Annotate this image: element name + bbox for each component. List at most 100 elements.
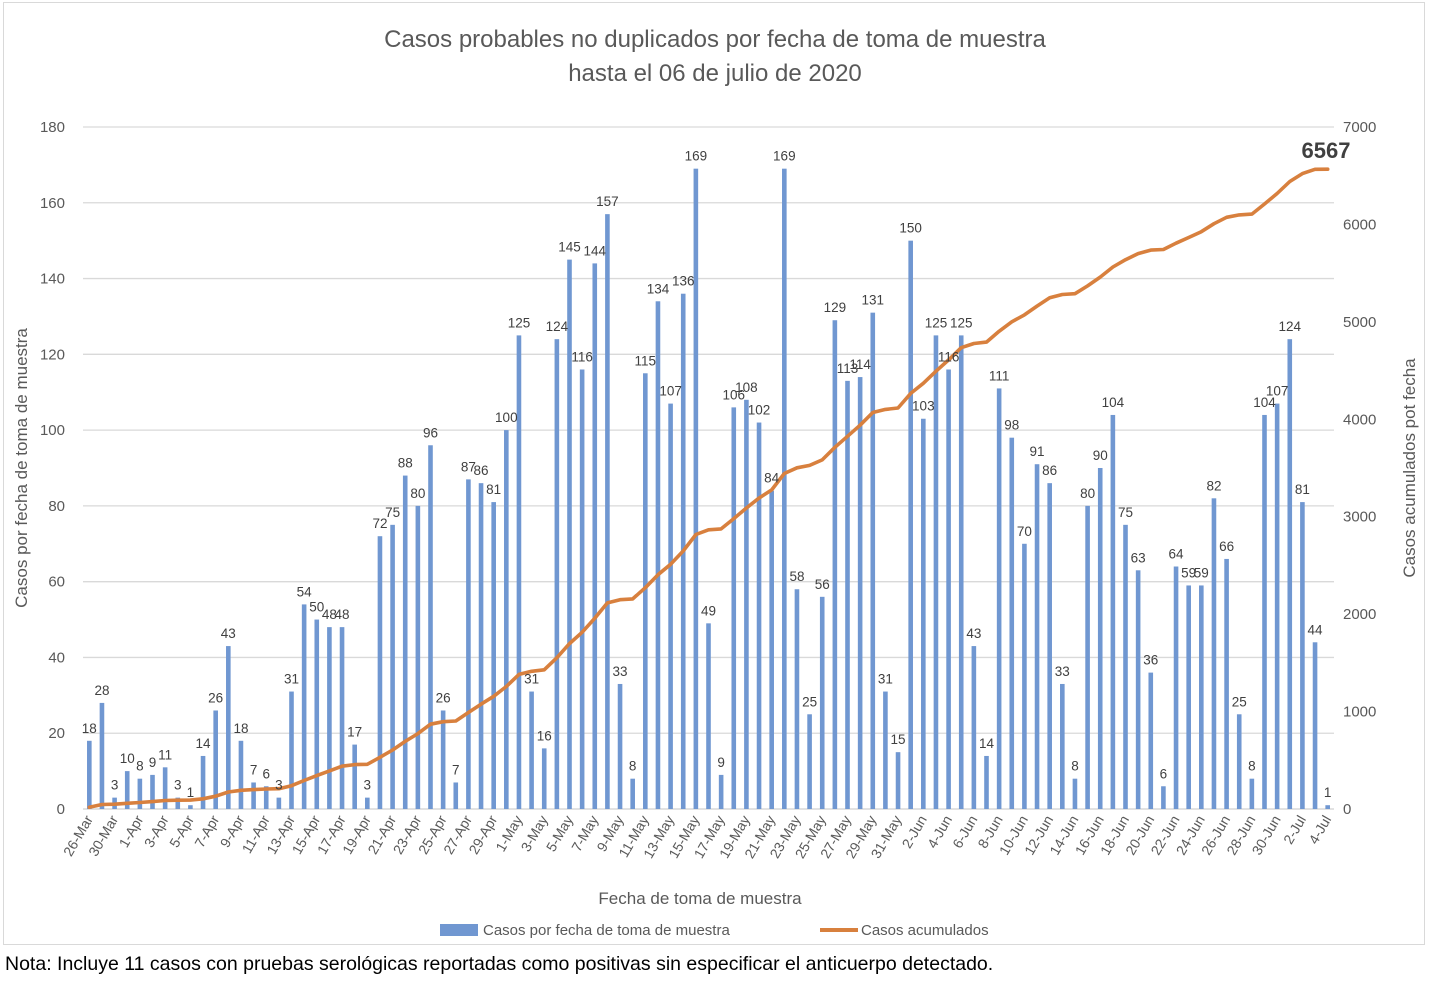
bar-data-label: 72 <box>372 516 387 531</box>
bar <box>352 744 357 809</box>
bar <box>276 797 282 809</box>
x-axis-title: Fecha de toma de muestra <box>598 889 802 908</box>
bar <box>984 755 989 809</box>
x-tick-label: 2-Jul <box>1280 813 1309 847</box>
bar <box>1161 786 1166 809</box>
chart-title-line-2: hasta el 06 de julio de 2020 <box>568 60 862 87</box>
bar <box>630 778 635 809</box>
bar <box>150 774 155 809</box>
bar <box>579 369 585 809</box>
y2-tick-label: 7000 <box>1343 119 1376 136</box>
bar <box>1173 566 1179 809</box>
legend-label-bars: Casos por fecha de toma de muestra <box>483 922 730 939</box>
y2-tick-label: 2000 <box>1343 606 1376 623</box>
bar-data-label: 169 <box>685 149 708 164</box>
y-tick-label: 40 <box>48 649 65 666</box>
bar-data-label: 125 <box>925 315 948 330</box>
bar <box>175 797 181 809</box>
bar <box>162 767 168 809</box>
bar <box>592 263 598 809</box>
bar-data-label: 87 <box>461 459 476 474</box>
bar <box>440 710 446 809</box>
bar <box>124 771 130 809</box>
bar-data-label: 3 <box>275 778 283 793</box>
footnote: Nota: Incluye 11 casos con pruebas serol… <box>5 953 994 975</box>
bar <box>1199 585 1204 809</box>
bar <box>693 168 699 809</box>
bar <box>643 373 648 809</box>
bar-data-label: 9 <box>149 755 157 770</box>
bar-data-label: 70 <box>1017 524 1032 539</box>
y-tick-label: 160 <box>40 195 65 212</box>
bar <box>1060 683 1065 809</box>
legend-label-line: Casos acumulados <box>861 922 989 939</box>
bar-data-label: 86 <box>1042 463 1057 478</box>
bar <box>832 320 838 809</box>
bar-data-label: 134 <box>647 281 670 296</box>
bar-data-label: 31 <box>284 672 299 687</box>
bar-data-label: 49 <box>701 603 716 618</box>
bar-data-label: 106 <box>723 387 746 402</box>
bar <box>541 748 547 809</box>
bar-data-label: 150 <box>899 221 922 236</box>
bar-data-label: 100 <box>495 410 518 425</box>
bar-data-label: 82 <box>1206 478 1221 493</box>
bar-data-label: 88 <box>398 456 413 471</box>
bar-data-label: 80 <box>410 486 425 501</box>
bar <box>238 740 244 809</box>
bar-data-label: 144 <box>584 243 607 258</box>
bar-data-label: 48 <box>322 607 337 622</box>
bar <box>504 430 509 809</box>
bar-data-label: 75 <box>1118 505 1133 520</box>
bar <box>895 752 901 809</box>
bar-data-label: 169 <box>773 149 796 164</box>
bar <box>617 683 623 809</box>
y-tick-label: 180 <box>40 119 65 136</box>
bar <box>1110 414 1116 809</box>
bar <box>428 445 433 809</box>
bar <box>478 483 484 809</box>
bar <box>668 403 673 809</box>
bar <box>390 524 395 809</box>
bar-data-label: 16 <box>537 728 552 743</box>
y2-tick-label: 1000 <box>1343 704 1376 721</box>
bar <box>706 623 711 809</box>
bar-data-label: 26 <box>436 690 451 705</box>
x-tick-label: 2-Jun <box>899 813 930 851</box>
bar <box>226 646 231 809</box>
bar-data-label: 1 <box>1324 785 1332 800</box>
bar-data-label: 96 <box>423 425 438 440</box>
bar <box>1085 505 1090 809</box>
bar-data-label: 86 <box>474 463 489 478</box>
bar-data-label: 63 <box>1131 550 1146 565</box>
bar <box>554 339 560 809</box>
bar-data-label: 80 <box>1080 486 1095 501</box>
bar <box>1312 642 1318 809</box>
bar <box>933 335 939 809</box>
x-tick-label: 5-Apr <box>166 812 197 850</box>
bar-data-label: 136 <box>672 274 695 289</box>
bar-data-label: 131 <box>862 293 885 308</box>
bar-data-label: 50 <box>309 600 324 615</box>
bar-data-label: 31 <box>878 672 893 687</box>
y-tick-label: 60 <box>48 574 65 591</box>
bar <box>1097 468 1103 809</box>
bar-data-label: 58 <box>789 569 804 584</box>
bar <box>769 490 774 809</box>
bar <box>99 702 105 809</box>
y2-axis-ticks: 0 1000 2000 3000 4000 5000 6000 7000 <box>1343 119 1376 818</box>
bar <box>807 714 812 809</box>
bar <box>466 479 471 809</box>
bar <box>782 168 787 809</box>
y2-tick-label: 4000 <box>1343 411 1376 428</box>
bar-data-label: 102 <box>748 403 771 418</box>
bar <box>744 399 749 809</box>
bar-data-label: 124 <box>1279 319 1302 334</box>
bar <box>529 691 534 809</box>
bar <box>1236 714 1242 809</box>
bar-data-label: 36 <box>1143 653 1158 668</box>
bar-data-label: 125 <box>508 315 531 330</box>
bar <box>251 782 256 809</box>
bar-data-label: 103 <box>912 399 935 414</box>
